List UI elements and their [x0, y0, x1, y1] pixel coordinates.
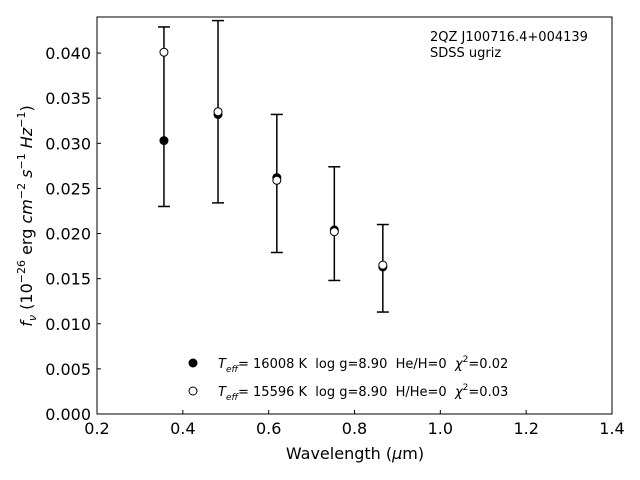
open-model-point: [272, 175, 282, 185]
object-name-annotation: 2QZ J100716.4+004139: [430, 30, 588, 45]
y-tick-label: 0.025: [45, 179, 91, 198]
axis-ticks: 0.2 0.4 0.6 0.8 1.0 1.2 1.4 0.000 0.005 0.010 0.01…: [45, 44, 625, 438]
y-tick-label: 0.010: [45, 315, 91, 334]
open-model-point: [329, 227, 339, 237]
x-axis-label: Wavelength (μm): [286, 444, 424, 463]
y-axis-label: fν (10−26 erg cm−2 s−1 Hz−1): [15, 105, 39, 326]
legend-entry-he-h: Teff= 16008 K log g=8.90 He/H=0 χ2=0.02: [218, 355, 508, 375]
plot-frame: [96, 16, 613, 415]
open-model-point: [159, 47, 169, 57]
filter-set-annotation: SDSS ugriz: [430, 46, 501, 61]
x-tick-label: 1.4: [599, 419, 624, 438]
y-tick-label: 0.015: [45, 270, 91, 289]
x-tick-label: 1.0: [428, 419, 453, 438]
open-model-point: [213, 107, 223, 117]
y-tick-label: 0.000: [45, 405, 91, 424]
error-bars: [157, 19, 389, 313]
y-tick-label: 0.040: [45, 44, 91, 63]
y-tick-label: 0.020: [45, 225, 91, 244]
filled-model-point: [159, 136, 169, 146]
legend-entry-h-he: Teff= 15596 K log g=8.90 H/He=0 χ2=0.03: [218, 383, 508, 403]
x-tick-label: 1.2: [513, 419, 538, 438]
y-tick-label: 0.030: [45, 134, 91, 153]
y-tick-label: 0.005: [45, 360, 91, 379]
x-tick-label: 0.6: [256, 419, 281, 438]
x-tick-label: 0.4: [170, 419, 195, 438]
data-points: [159, 47, 388, 272]
legend: Teff= 16008 K log g=8.90 He/H=0 χ2=0.02 …: [188, 355, 508, 403]
legend-marker-open: [188, 386, 198, 396]
x-tick-label: 0.8: [342, 419, 367, 438]
legend-marker-filled: [188, 358, 198, 368]
y-tick-label: 0.035: [45, 89, 91, 108]
open-model-point: [378, 260, 388, 270]
x-tick-label: 0.2: [84, 419, 109, 438]
